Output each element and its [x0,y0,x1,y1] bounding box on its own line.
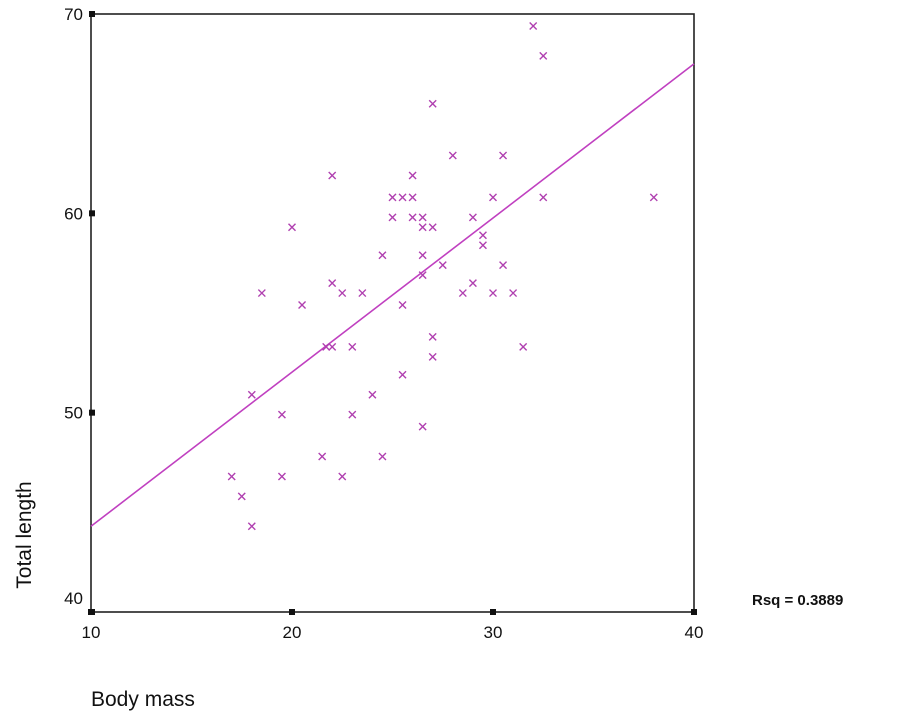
y-tick-label: 70 [64,5,83,24]
y-tick-mark [89,11,95,17]
data-point [328,279,337,288]
data-point [418,422,427,431]
data-point [499,151,508,160]
data-point [227,472,236,481]
data-point [247,390,256,399]
data-point [277,472,286,481]
data-point [288,223,296,232]
data-point [489,289,497,298]
data-point [277,410,286,419]
data-point [408,171,417,180]
data-point [298,301,307,310]
data-point [378,251,387,260]
data-point [408,193,417,202]
y-axis-ticks: 40 50 60 70 [64,5,95,615]
data-point [378,452,387,461]
data-point [398,193,407,202]
x-tick-label: 20 [283,623,302,642]
plot-frame [90,13,695,613]
data-point [418,251,427,260]
data-point [338,472,347,481]
data-point [418,271,427,280]
data-point [368,390,377,399]
data-point [478,241,487,250]
data-point [257,289,266,298]
data-point [499,261,508,270]
data-point [398,370,407,379]
x-tick-mark [88,609,94,615]
data-point [328,342,337,351]
data-point [539,193,548,202]
data-point [649,193,658,202]
x-axis-ticks: 10 20 30 40 [82,609,704,642]
data-point [318,452,327,461]
x-tick-label: 30 [484,623,503,642]
data-point [428,352,437,361]
rsq-annotation: Rsq = 0.3889 [752,592,843,609]
data-point [478,231,487,240]
data-point [358,289,367,298]
data-point [448,151,457,160]
data-point [438,261,447,270]
data-point [509,289,518,298]
data-point [489,193,497,202]
data-point [388,213,397,222]
data-point [458,289,467,298]
data-point [428,332,437,341]
data-point [539,51,548,60]
x-tick-label: 40 [685,623,704,642]
data-point [519,342,528,351]
x-tick-mark [490,609,496,615]
y-tick-label: 60 [64,204,83,223]
data-point [418,223,427,232]
data-point [348,342,357,351]
data-point [529,21,538,30]
data-point [388,193,397,202]
y-axis-title: Total length [13,481,36,588]
data-point [468,279,477,288]
y-tick-mark [89,210,95,217]
data-point [338,289,347,298]
y-tick-mark [89,409,95,416]
data-point [418,213,427,222]
x-tick-mark [691,609,697,615]
x-axis-title: Body mass [91,688,195,711]
regression-line [90,63,695,527]
data-point [468,213,477,222]
data-point [322,342,331,351]
data-point [328,171,337,180]
data-point [247,522,256,531]
x-tick-mark [289,609,295,615]
data-point [408,213,417,222]
data-point [398,301,407,310]
data-point [428,99,437,108]
y-tick-label: 40 [64,589,83,608]
scatter-points [227,21,658,531]
data-point [428,223,437,232]
data-point [348,410,357,419]
y-tick-label: 50 [64,404,83,423]
x-tick-label: 10 [82,623,101,642]
data-point [237,492,246,501]
